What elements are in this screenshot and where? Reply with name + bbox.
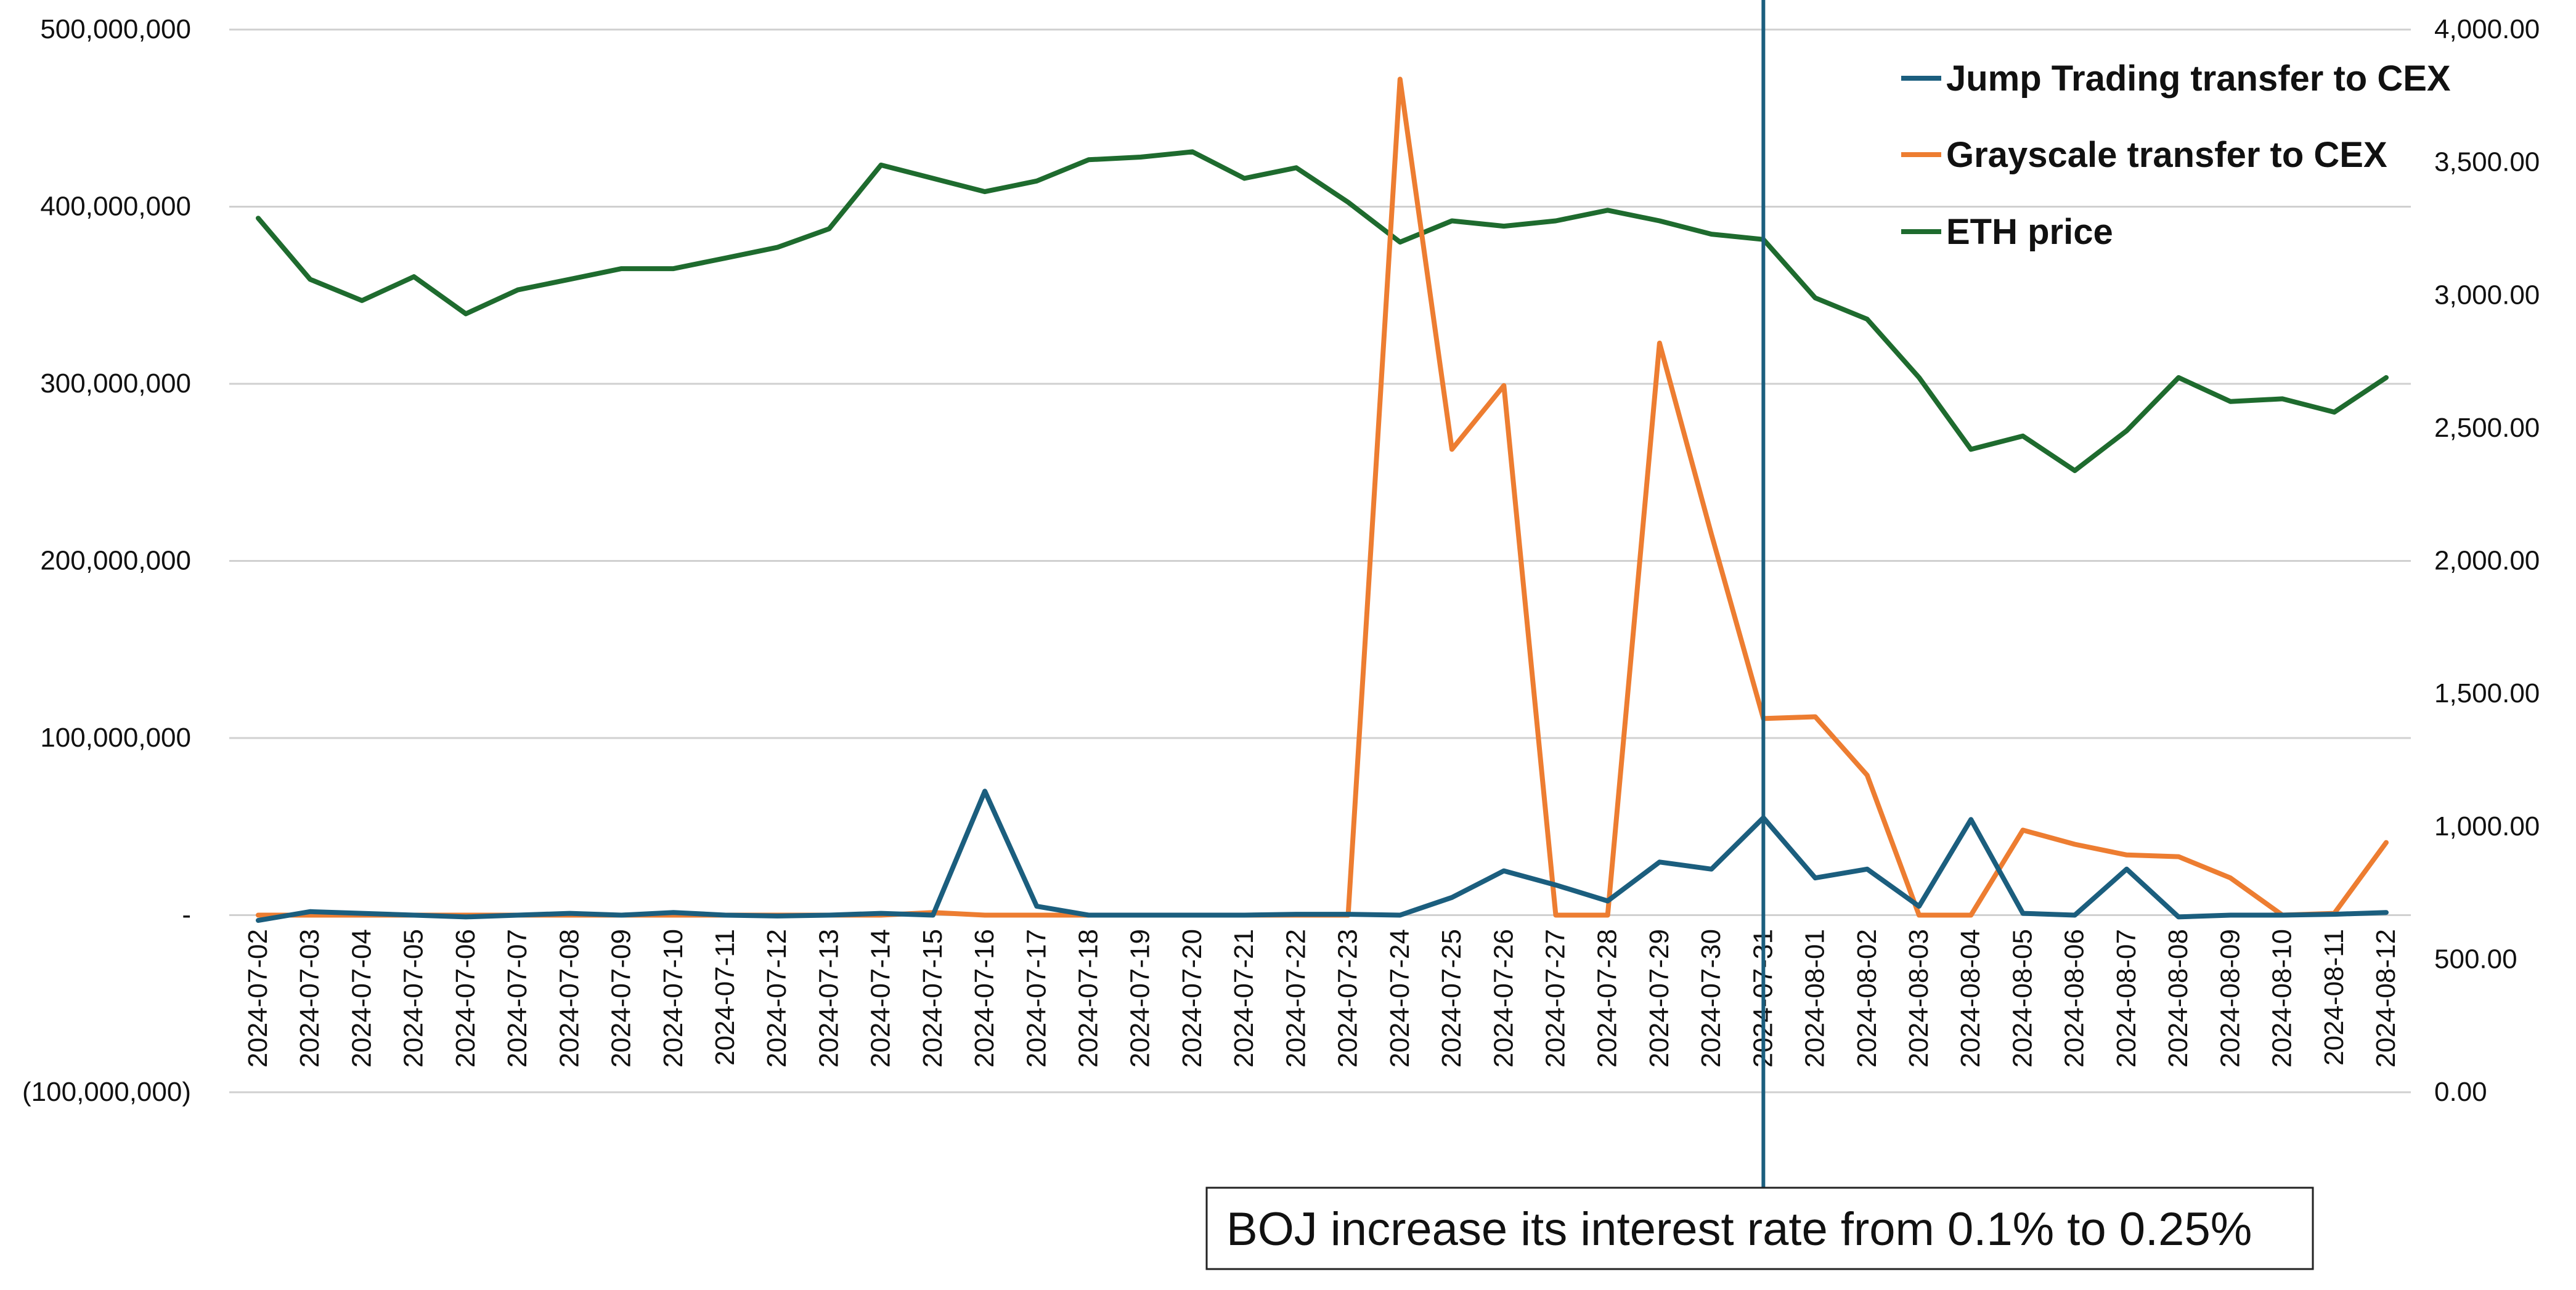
x-tick-label: 2024-08-06	[2060, 929, 2090, 1068]
x-tick-label: 2024-08-02	[1852, 929, 1882, 1068]
x-tick-label: 2024-07-22	[1281, 929, 1311, 1068]
x-tick-label: 2024-07-09	[606, 929, 637, 1068]
x-tick-label: 2024-07-26	[1488, 929, 1518, 1068]
x-tick-label: 2024-07-30	[1696, 929, 1726, 1068]
x-tick-label: 2024-07-12	[762, 929, 792, 1068]
x-tick-label: 2024-08-01	[1800, 929, 1830, 1068]
x-tick-label: 2024-07-20	[1177, 929, 1207, 1068]
left-tick-label: 300,000,000	[40, 368, 191, 399]
right-tick-label: 4,000.00	[2434, 14, 2540, 44]
x-tick-label: 2024-07-24	[1385, 929, 1415, 1068]
x-tick-label: 2024-07-04	[346, 929, 377, 1068]
x-tick-label: 2024-08-10	[2267, 929, 2297, 1068]
left-tick-label: 100,000,000	[40, 723, 191, 753]
legend: Jump Trading transfer to CEX Grayscale t…	[1901, 59, 2451, 252]
right-tick-label: 3,500.00	[2434, 147, 2540, 177]
x-tick-label: 2024-08-07	[2111, 929, 2142, 1068]
x-tick-label: 2024-07-02	[243, 929, 273, 1068]
right-tick-label: 1,500.00	[2434, 678, 2540, 708]
annotation-box: BOJ increase its interest rate from 0.1%…	[1205, 1187, 2314, 1270]
x-tick-label: 2024-07-13	[813, 929, 844, 1068]
right-axis-ticks: 0.00 500.00 1,000.00 1,500.00 2,000.00 2,500.…	[2434, 14, 2540, 1107]
series-lines	[256, 76, 2389, 923]
x-tick-label: 2024-08-09	[2215, 929, 2245, 1068]
x-tick-label: 2024-08-04	[1955, 929, 1986, 1068]
left-tick-label: 500,000,000	[40, 14, 191, 44]
x-tick-label: 2024-08-11	[2319, 929, 2349, 1066]
x-tick-label: 2024-07-05	[399, 929, 429, 1068]
x-axis-ticks: 2024-07-02 2024-07-03 2024-07-04 2024-07-05…	[243, 929, 2401, 1068]
x-tick-label: 2024-08-05	[2007, 929, 2037, 1068]
series-line-eth-price	[256, 149, 2389, 473]
x-tick-label: 2024-08-08	[2163, 929, 2193, 1068]
x-tick-label: 2024-07-23	[1333, 929, 1363, 1068]
x-tick-label: 2024-07-17	[1021, 929, 1051, 1068]
x-tick-label: 2024-07-06	[450, 929, 481, 1068]
right-tick-label: 3,000.00	[2434, 280, 2540, 310]
x-tick-label: 2024-07-28	[1592, 929, 1623, 1068]
x-tick-label: 2024-07-16	[969, 929, 1000, 1068]
x-tick-label: 2024-07-03	[295, 929, 325, 1068]
right-tick-label: 500.00	[2434, 944, 2517, 974]
annotation-text: BOJ increase its interest rate from 0.1%…	[1226, 1203, 2252, 1256]
x-tick-label: 2024-07-07	[502, 929, 532, 1068]
left-tick-label: (100,000,000)	[22, 1077, 191, 1107]
x-tick-label: 2024-07-10	[658, 929, 688, 1068]
right-tick-label: 0.00	[2434, 1077, 2487, 1107]
x-tick-label: 2024-07-21	[1229, 929, 1259, 1068]
x-tick-label: 2024-07-29	[1644, 929, 1674, 1068]
legend-label-eth: ETH price	[1946, 212, 2113, 252]
x-tick-label: 2024-07-25	[1437, 929, 1467, 1068]
left-tick-label: -	[182, 900, 191, 930]
legend-label-jump: Jump Trading transfer to CEX	[1946, 59, 2451, 99]
series-line-grayscale-transfer-to-cex	[256, 76, 2389, 918]
right-tick-label: 2,000.00	[2434, 546, 2540, 576]
left-axis-ticks: (100,000,000) - 100,000,000 200,000,000 300,…	[22, 14, 191, 1107]
annotation-border	[1205, 1187, 2314, 1270]
series-line-jump-trading-transfer-to-cex	[256, 789, 2389, 923]
x-tick-label: 2024-07-11	[710, 929, 740, 1066]
legend-label-grayscale: Grayscale transfer to CEX	[1946, 135, 2387, 175]
x-tick-label: 2024-07-15	[918, 929, 948, 1068]
x-tick-label: 2024-08-03	[1904, 929, 1934, 1068]
x-tick-label: 2024-08-12	[2371, 929, 2401, 1068]
x-tick-label: 2024-07-14	[866, 929, 896, 1068]
x-tick-label: 2024-07-08	[554, 929, 584, 1068]
x-tick-label: 2024-07-19	[1125, 929, 1156, 1068]
left-tick-label: 200,000,000	[40, 546, 191, 576]
x-tick-label: 2024-07-27	[1540, 929, 1570, 1068]
left-tick-label: 400,000,000	[40, 192, 191, 222]
right-tick-label: 1,000.00	[2434, 811, 2540, 842]
x-tick-label: 2024-07-18	[1074, 929, 1104, 1068]
right-tick-label: 2,500.00	[2434, 413, 2540, 443]
